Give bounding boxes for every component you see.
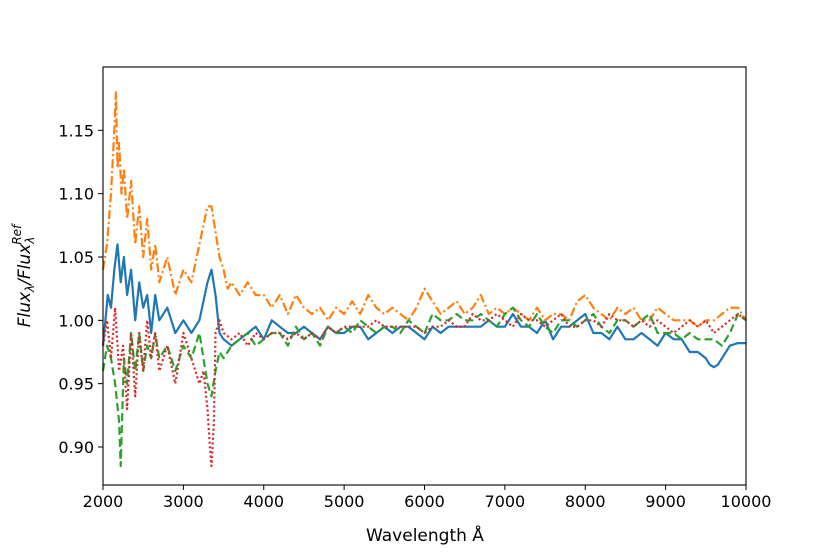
plot-frame — [102, 66, 747, 486]
y-tick-label: 1.00 — [58, 311, 94, 330]
x-tick-label: 8000 — [565, 492, 606, 511]
x-tick-label: 6000 — [404, 492, 445, 511]
series-layer — [101, 91, 747, 468]
y-axis: 0.90 0.95 1.00 1.05 1.10 1.15 — [58, 121, 103, 457]
x-tick-label: 4000 — [243, 492, 284, 511]
series-line-2 — [101, 91, 747, 328]
y-tick-label: 1.15 — [58, 121, 94, 140]
series-line-4 — [101, 306, 747, 468]
y-tick-label: 0.95 — [58, 375, 94, 394]
x-tick-label: 9000 — [645, 492, 686, 511]
x-tick-label: 10000 — [721, 492, 772, 511]
x-axis-label: Wavelength Å — [366, 524, 484, 546]
x-tick-label: 7000 — [485, 492, 526, 511]
y-tick-label: 1.05 — [58, 248, 94, 267]
series-line-1 — [101, 243, 746, 369]
y-tick-label: 1.10 — [58, 185, 94, 204]
y-tick-label: 0.90 — [58, 438, 94, 457]
x-axis: 2000 3000 4000 5000 6000 7000 8000 9000 10000 — [83, 485, 772, 511]
x-tick-label: 2000 — [83, 492, 124, 511]
x-tick-label: 3000 — [163, 492, 204, 511]
x-tick-label: 5000 — [324, 492, 365, 511]
y-axis-label: Fluxλ/FluxλRef — [10, 223, 37, 327]
series-line-3 — [101, 306, 747, 468]
